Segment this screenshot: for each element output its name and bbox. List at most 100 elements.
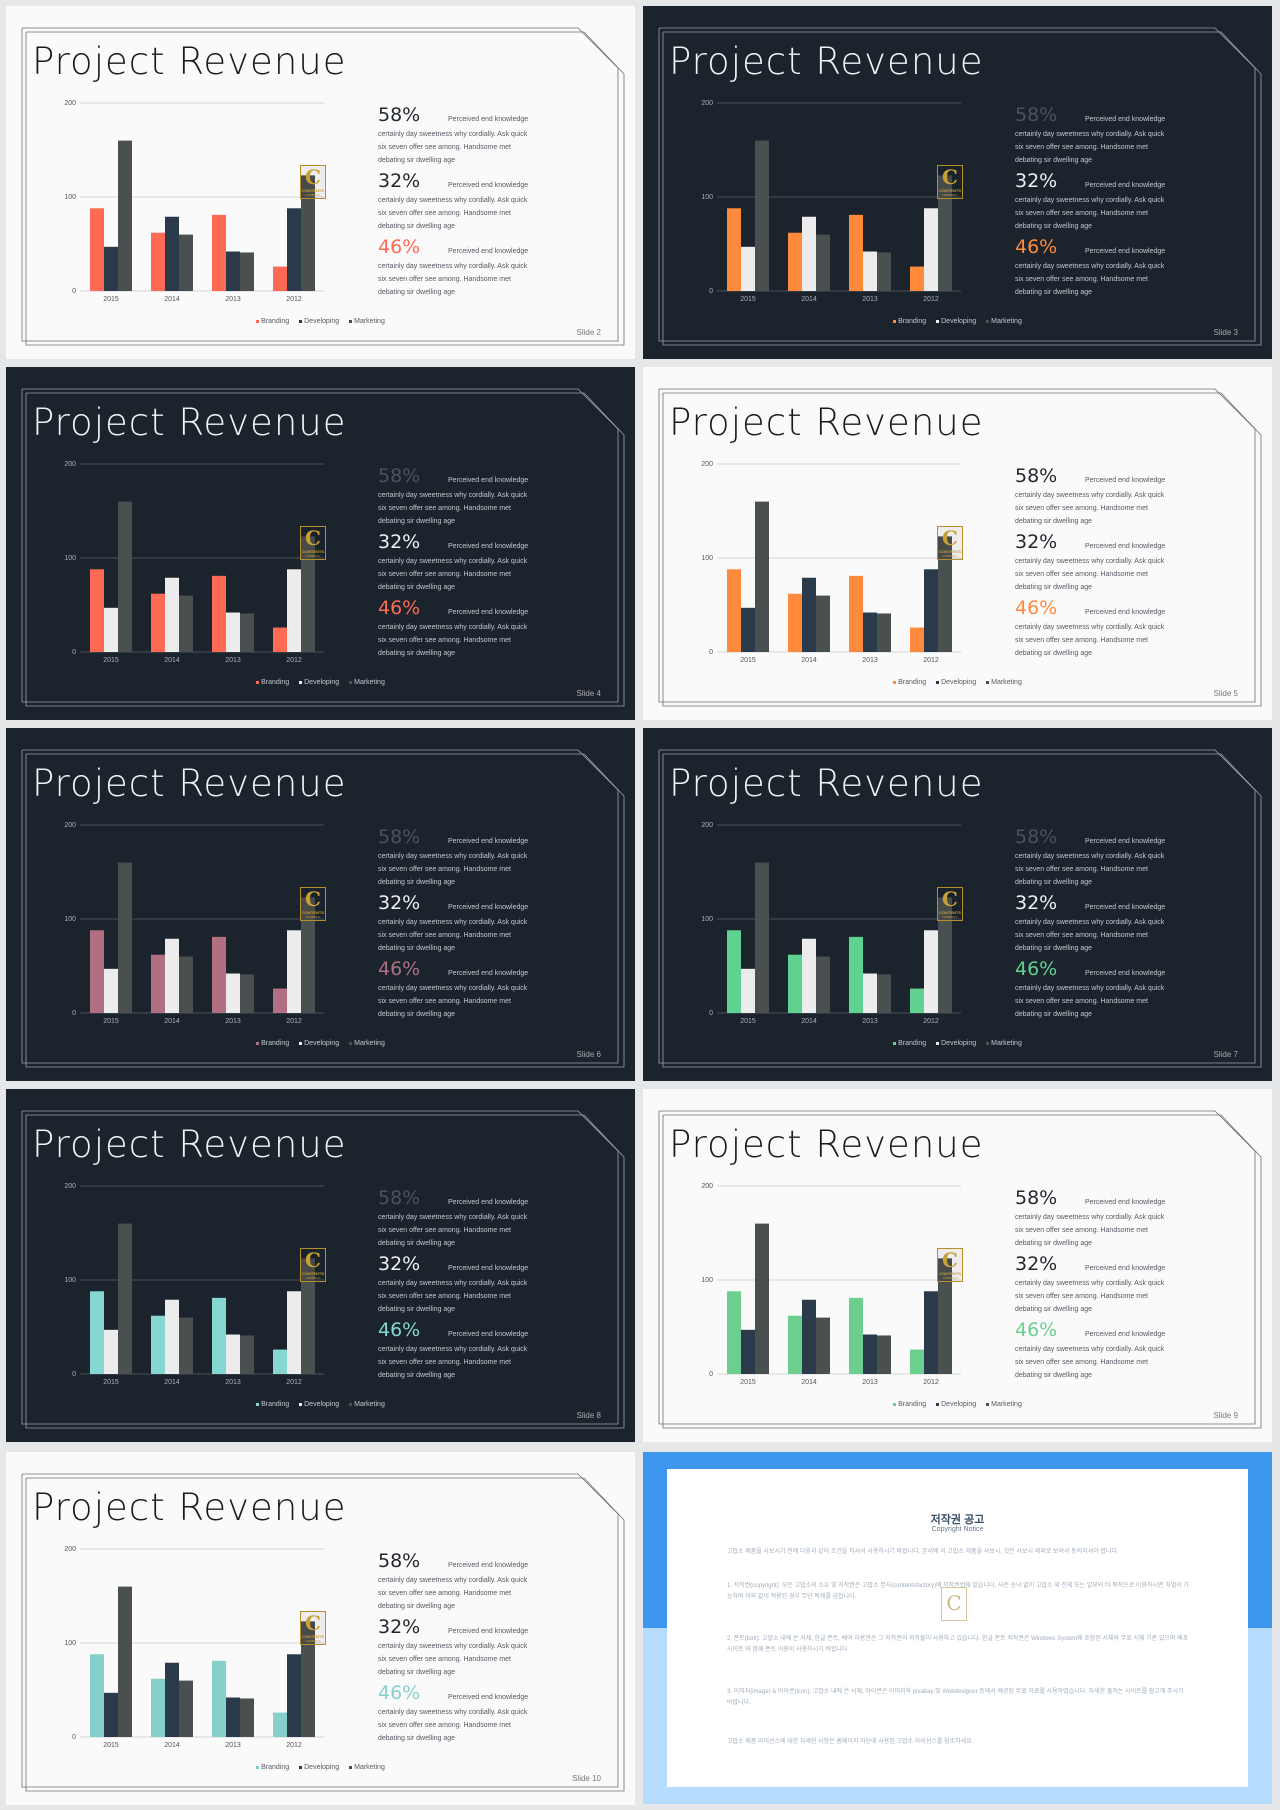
slide-card[interactable]: Project Revenue 0 100 200 2015 2014 2013 2012 … xyxy=(6,367,635,720)
stat-body-line: six seven offer see among. Handsome met xyxy=(1015,276,1148,283)
legend-label: Developing xyxy=(941,1401,977,1408)
x-tick-label: 2015 xyxy=(740,296,756,303)
stat-block: 46% Perceived end knowledge certainly day… xyxy=(1015,959,1225,1021)
chart-legend: Branding Developing Marketing xyxy=(6,679,635,686)
bar-marketing-2014 xyxy=(816,234,830,291)
stat-percent: 32% xyxy=(1015,531,1058,553)
legend-item: Marketing xyxy=(349,679,385,686)
stat-block: 32% Perceived end knowledge certainly day… xyxy=(378,893,588,955)
stat-body-line: six seven offer see among. Handsome met xyxy=(378,276,511,283)
slide-card[interactable]: Project Revenue 0 100 200 2015 2014 2013 2012 … xyxy=(6,1089,635,1442)
stat-body-line: certainly day sweetness why cordially. A… xyxy=(378,1709,528,1716)
bar-chart: 0 100 200 2015 2014 2013 2012 xyxy=(64,100,324,303)
notice-logo-letter: C xyxy=(946,1591,962,1615)
stat-lead: Perceived end knowledge xyxy=(1085,543,1166,550)
stat-body-line: six seven offer see among. Handsome met xyxy=(1015,637,1148,644)
stat-body: certainly day sweetness why cordially. A… xyxy=(378,128,588,167)
stat-block: 46% Perceived end knowledge certainly day… xyxy=(1015,598,1225,660)
stat-body-line: certainly day sweetness why cordially. A… xyxy=(1015,853,1165,860)
stat-body-line: six seven offer see among. Handsome met xyxy=(1015,1227,1148,1234)
stat-body-line: six seven offer see among. Handsome met xyxy=(378,1227,511,1234)
notice-paper: 저작권 공고 Copyright Notice 고맙소 제품을 사보시기 전에 … xyxy=(667,1469,1248,1787)
legend-item: Branding xyxy=(256,1401,289,1408)
slide-card[interactable]: Project Revenue 0 100 200 2015 2014 2013 2012 … xyxy=(6,728,635,1081)
slide-card[interactable]: Project Revenue 0 100 200 2015 2014 2013 2012 … xyxy=(643,367,1272,720)
legend-item: Marketing xyxy=(349,318,385,325)
x-tick-label: 2014 xyxy=(164,1379,180,1386)
stat-body-line: debating sir dwelling age xyxy=(378,1240,456,1247)
stat-percent: 46% xyxy=(378,958,421,980)
logo-line1: CONTENTS xyxy=(302,188,324,193)
slide-card[interactable]: Project Revenue 0 100 200 2015 2014 2013 2012 … xyxy=(643,6,1272,359)
bar-marketing-2014 xyxy=(816,595,830,652)
bar-developing-2014 xyxy=(165,216,179,291)
bar-branding-2013 xyxy=(212,214,226,291)
bar-branding-2014 xyxy=(788,232,802,291)
stat-body-line: certainly day sweetness why cordially. A… xyxy=(1015,558,1165,565)
logo-line1: CONTENTS xyxy=(939,549,961,554)
y-tick-label: 100 xyxy=(64,916,76,923)
legend-swatch xyxy=(256,1765,260,1769)
notice-logo: C xyxy=(941,1587,967,1621)
stat-lead: Perceived end knowledge xyxy=(1085,477,1166,484)
bar-marketing-2015 xyxy=(118,1223,132,1374)
stat-block: 32% Perceived end knowledge certainly day… xyxy=(378,532,588,594)
legend-item: Developing xyxy=(299,1401,339,1408)
stat-body-line: certainly day sweetness why cordially. A… xyxy=(378,1577,528,1584)
legend-item: Marketing xyxy=(986,1401,1022,1408)
slide-card[interactable]: Project Revenue 0 100 200 2015 2014 2013 2012 … xyxy=(6,6,635,359)
y-tick-label: 200 xyxy=(701,461,713,468)
stat-body: certainly day sweetness why cordially. A… xyxy=(1015,621,1225,660)
slide-card[interactable]: Project Revenue 0 100 200 2015 2014 2013 2012 … xyxy=(643,1089,1272,1442)
bar-developing-2015 xyxy=(104,1329,118,1374)
legend-label: Developing xyxy=(941,1040,977,1047)
bar-marketing-2012 xyxy=(301,1258,315,1374)
slide-title: Project Revenue xyxy=(669,40,984,83)
stat-lead: Perceived end knowledge xyxy=(1085,904,1166,911)
stat-body-line: certainly day sweetness why cordially. A… xyxy=(378,263,528,270)
legend-label: Branding xyxy=(261,318,290,325)
stat-body-line: certainly day sweetness why cordially. A… xyxy=(1015,1280,1165,1287)
legend-label: Branding xyxy=(898,318,927,325)
slide-title: Project Revenue xyxy=(32,1486,347,1529)
slide-card[interactable]: Project Revenue 0 100 200 2015 2014 2013 2012 … xyxy=(643,728,1272,1081)
stat-body: certainly day sweetness why cordially. A… xyxy=(378,1640,588,1679)
legend-item: Branding xyxy=(893,1040,926,1047)
bar-developing-2015 xyxy=(741,607,755,652)
legend-item: Marketing xyxy=(986,318,1022,325)
slide-number: Slide 8 xyxy=(576,1411,601,1420)
bar-branding-2013 xyxy=(212,575,226,652)
copyright-notice-slide[interactable]: 저작권 공고 Copyright Notice 고맙소 제품을 사보시기 전에 … xyxy=(643,1452,1272,1804)
legend-item: Marketing xyxy=(986,1040,1022,1047)
logo-letter: C xyxy=(942,526,958,550)
bar-marketing-2012 xyxy=(301,897,315,1013)
bar-marketing-2013 xyxy=(877,1335,891,1374)
x-tick-label: 2012 xyxy=(923,1379,939,1386)
slide-title: Project Revenue xyxy=(669,762,984,805)
slide-number: Slide 3 xyxy=(1213,328,1238,337)
slide-card[interactable]: Project Revenue 0 100 200 2015 2014 2013 2012 … xyxy=(6,1452,635,1805)
stat-body-line: six seven offer see among. Handsome met xyxy=(1015,1293,1148,1300)
stat-lead: Perceived end knowledge xyxy=(1085,1199,1166,1206)
x-tick-label: 2014 xyxy=(164,1018,180,1025)
bar-branding-2015 xyxy=(90,1654,104,1737)
stat-body: certainly day sweetness why cordially. A… xyxy=(378,850,588,889)
logo-line1: CONTENTS xyxy=(939,910,961,915)
legend-label: Branding xyxy=(261,1401,290,1408)
bar-developing-2012 xyxy=(287,930,301,1013)
bar-branding-2012 xyxy=(910,627,924,652)
stat-percent: 58% xyxy=(1015,1187,1058,1209)
y-tick-label: 100 xyxy=(64,1640,76,1647)
legend-swatch xyxy=(299,1402,303,1406)
legend-label: Branding xyxy=(898,1040,927,1047)
notice-copyright: 1. 저작권(copyright): 모든 고맙소의 소유 및 저작권은 고맙소… xyxy=(727,1583,1189,1600)
bar-developing-2013 xyxy=(226,251,240,291)
legend-swatch xyxy=(299,1041,303,1045)
slide-number: Slide 7 xyxy=(1213,1050,1238,1059)
x-tick-label: 2013 xyxy=(862,296,878,303)
y-tick-label: 200 xyxy=(701,1183,713,1190)
legend-item: Developing xyxy=(936,318,976,325)
stat-block: 46% Perceived end knowledge certainly day… xyxy=(1015,237,1225,299)
legend-label: Developing xyxy=(304,1764,340,1771)
bar-branding-2012 xyxy=(910,1349,924,1374)
